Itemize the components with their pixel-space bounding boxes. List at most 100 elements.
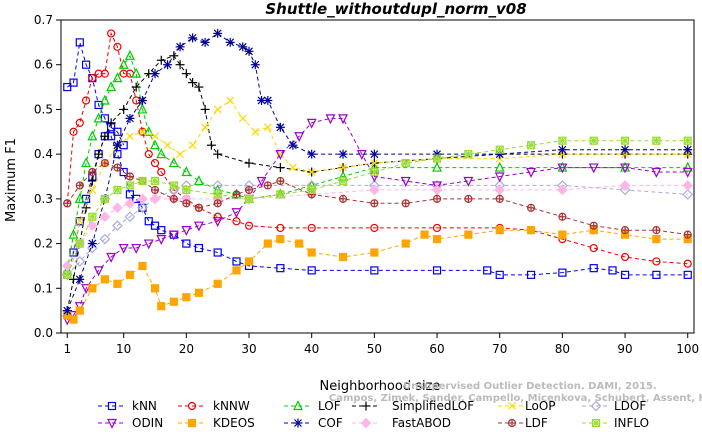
legend-label-knn: kNN xyxy=(132,399,157,413)
data-point-knn xyxy=(75,38,84,47)
data-point-odin xyxy=(620,163,631,174)
data-point-knnw xyxy=(244,221,254,230)
data-point-kdeos xyxy=(88,284,97,293)
data-point-ldf xyxy=(526,203,536,212)
data-point-knn xyxy=(526,270,536,279)
data-point-kdeos xyxy=(150,284,160,293)
data-point-lof xyxy=(68,228,79,239)
data-point-simplifiedlof xyxy=(194,82,204,92)
data-point-knn xyxy=(495,270,504,279)
data-point-fastabod xyxy=(86,220,98,232)
data-point-inflo xyxy=(169,181,178,190)
data-point-knn xyxy=(620,270,630,279)
legend-marker-inflo xyxy=(591,418,601,428)
data-point-knnw xyxy=(213,212,222,221)
data-point-simplifiedlof xyxy=(100,131,110,141)
data-point-knn xyxy=(652,270,661,279)
legend-marker-cof xyxy=(293,418,303,428)
data-point-ldf xyxy=(150,185,160,195)
data-point-simplifiedlof xyxy=(175,60,185,70)
data-point-loop xyxy=(238,114,247,123)
data-point-knnw xyxy=(276,223,285,233)
data-point-kdeos xyxy=(113,279,122,288)
data-point-cof xyxy=(683,145,693,155)
x-tick-label: 10 xyxy=(116,342,131,356)
data-point-knn xyxy=(63,82,72,92)
data-point-odin xyxy=(356,150,367,160)
data-point-odin xyxy=(156,235,167,245)
data-point-knn xyxy=(558,268,567,277)
series-odin xyxy=(62,114,693,326)
data-point-cof xyxy=(250,60,260,70)
data-point-loop xyxy=(88,185,97,194)
data-point-lof xyxy=(150,139,160,150)
data-point-ldf xyxy=(589,221,598,230)
data-point-cof xyxy=(188,33,198,43)
credit-line-1: Unsupervised Outlier Detection. DAMI, 20… xyxy=(403,381,657,392)
data-point-cof xyxy=(244,46,254,56)
data-point-odin xyxy=(588,163,599,174)
legend-label-loop: LoOP xyxy=(525,399,556,413)
legend-item-kdeos: KDEOS xyxy=(178,416,255,430)
data-point-odin xyxy=(557,163,568,174)
data-point-lof xyxy=(106,81,117,92)
data-point-inflo xyxy=(63,270,72,279)
legend-item-simplifiedlof: SimplifiedLOF xyxy=(352,399,474,413)
data-point-ldof xyxy=(74,256,86,267)
data-point-lof xyxy=(494,161,505,172)
data-point-kdeos xyxy=(526,226,536,235)
data-point-loop xyxy=(288,163,297,172)
data-point-inflo xyxy=(652,136,661,145)
data-point-inflo xyxy=(370,167,379,177)
x-tick-label: 20 xyxy=(179,342,194,356)
legend-marker-knn xyxy=(107,401,117,411)
data-point-loop xyxy=(188,141,197,150)
data-point-ldf xyxy=(88,167,97,177)
series-line-odin xyxy=(67,117,688,321)
legend-marker-loop xyxy=(508,402,516,410)
data-point-knn xyxy=(69,78,78,87)
data-point-knn xyxy=(232,257,241,266)
data-point-knn xyxy=(276,264,285,273)
data-point-knn xyxy=(157,226,166,235)
series-knn xyxy=(63,38,692,279)
data-point-lof xyxy=(156,148,167,159)
data-point-cof xyxy=(620,145,630,155)
data-point-kdeos xyxy=(295,239,304,248)
series-line-lof xyxy=(66,54,688,271)
data-point-ldf xyxy=(100,158,109,168)
data-point-knnw xyxy=(144,150,153,159)
data-point-simplifiedlof xyxy=(87,176,97,186)
data-point-simplifiedlof xyxy=(206,140,216,150)
legend-item-loop: LoOP xyxy=(498,399,556,413)
data-point-knnw xyxy=(652,257,661,266)
data-point-knn-secondary xyxy=(113,127,122,136)
x-tick-label: 50 xyxy=(367,342,382,356)
data-point-ldf xyxy=(620,226,630,235)
y-tick-label: 0.1 xyxy=(34,281,53,295)
data-point-odin xyxy=(93,266,104,277)
data-point-ldf xyxy=(182,199,191,208)
data-point-cof xyxy=(200,37,210,47)
data-point-inflo xyxy=(75,239,84,248)
data-point-lof xyxy=(432,161,443,172)
data-point-kdeos xyxy=(276,235,285,244)
data-point-cof xyxy=(288,140,298,150)
data-point-inflo xyxy=(113,185,122,195)
data-point-kdeos xyxy=(420,230,429,239)
data-point-loop xyxy=(263,123,272,132)
data-point-kdeos xyxy=(263,239,272,248)
data-point-fastabod xyxy=(149,193,161,205)
data-point-kdeos xyxy=(75,306,84,315)
legend-marker-ldf xyxy=(507,418,517,428)
data-point-lof xyxy=(99,94,110,105)
data-point-knn xyxy=(150,221,160,230)
data-point-knnw xyxy=(107,29,116,38)
data-point-lof xyxy=(118,58,129,69)
data-point-knnw xyxy=(432,223,442,233)
legend-marker-knnw xyxy=(187,401,197,411)
data-point-ldf xyxy=(169,194,178,203)
data-point-cof xyxy=(275,122,285,132)
data-point-knn xyxy=(483,266,492,275)
